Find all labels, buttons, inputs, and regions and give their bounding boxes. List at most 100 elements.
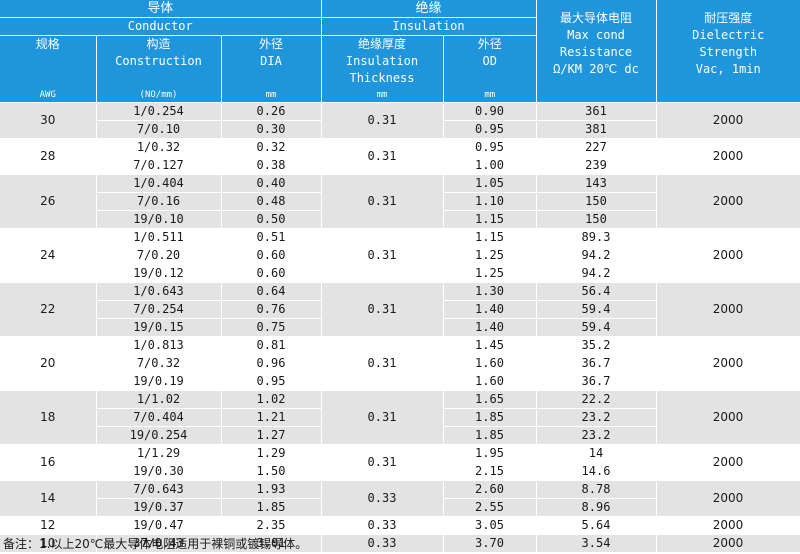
dia-cell: 0.95	[221, 372, 322, 391]
dielectric-strength-cell: 2000	[656, 444, 800, 481]
od-cell: 1.85	[443, 408, 537, 427]
construction-cell: 1/0.404	[96, 174, 222, 193]
dia-header: 外径 DIA mm	[221, 35, 322, 103]
dia-header-zh: 外径	[258, 37, 283, 51]
od-cell: 1.00	[443, 156, 537, 175]
insulation-thickness-cell: 0.33	[321, 480, 444, 517]
construction-cell: 7/0.32	[96, 354, 222, 373]
od-cell: 1.40	[443, 300, 537, 319]
insulation-thickness-cell: 0.33	[321, 534, 444, 553]
dia-cell: 0.81	[221, 336, 322, 355]
od-cell: 1.45	[443, 336, 537, 355]
dia-cell: 1.02	[221, 390, 322, 409]
od-cell: 1.15	[443, 210, 537, 229]
resistance-cell: 14.6	[536, 462, 657, 481]
od-cell: 0.95	[443, 120, 537, 139]
construction-cell: 19/0.19	[96, 372, 222, 391]
table-row: 7/0.10 0.30 0.95 381	[0, 120, 800, 139]
dielectric-strength-cell: 2000	[656, 336, 800, 391]
conductor-header-en: Conductor	[127, 19, 193, 33]
table-row: 19/0.30 1.50 2.15 14.6	[0, 462, 800, 481]
insulation-thickness-cell: 0.31	[321, 228, 444, 283]
dielectric-header-en3: Vac, 1min	[695, 62, 761, 76]
dia-cell: 1.27	[221, 426, 322, 445]
construction-cell: 7/0.404	[96, 408, 222, 427]
dielectric-header-zh: 耐压强度	[704, 11, 753, 25]
od-cell: 1.25	[443, 264, 537, 283]
dielectric-strength-cell: 2000	[656, 390, 800, 445]
od-cell: 1.05	[443, 174, 537, 193]
dia-cell: 1.21	[221, 408, 322, 427]
construction-cell: 1/1.29	[96, 444, 222, 463]
awg-cell: 12	[0, 516, 97, 535]
construction-cell: 19/0.47	[96, 516, 222, 535]
resistance-cell: 22.2	[536, 390, 657, 409]
od-cell: 3.05	[443, 516, 537, 535]
awg-cell: 30	[0, 102, 97, 139]
resistance-cell: 14	[536, 444, 657, 463]
thickness-header-en2: Thickness	[349, 71, 415, 85]
od-cell: 1.40	[443, 318, 537, 337]
resistance-cell: 381	[536, 120, 657, 139]
od-cell: 1.65	[443, 390, 537, 409]
construction-cell: 7/0.643	[96, 480, 222, 499]
insulation-header-en: Insulation	[392, 19, 465, 33]
table-row: 28 1/0.32 0.32 0.31 0.95 227 2000	[0, 138, 800, 175]
gauge-header-unit: AWG	[39, 90, 56, 100]
dia-cell: 0.38	[221, 156, 322, 175]
construction-header-unit: (NO/mm)	[139, 90, 178, 100]
resistance-cell: 36.7	[536, 354, 657, 373]
dielectric-strength-cell: 2000	[656, 282, 800, 337]
construction-header: 构造 Construction (NO/mm)	[96, 35, 222, 103]
table-row: 30 1/0.254 0.26 0.31 0.90 361 2000	[0, 102, 800, 139]
resistance-cell: 150	[536, 210, 657, 229]
dia-cell: 0.75	[221, 318, 322, 337]
insulation-thickness-cell: 0.31	[321, 282, 444, 337]
resistance-cell: 23.2	[536, 408, 657, 427]
gauge-header-zh: 规格	[35, 37, 60, 51]
table-row: 22 1/0.643 0.64 0.31 1.30 56.4 2000	[0, 282, 800, 337]
awg-cell: 28	[0, 138, 97, 175]
construction-cell: 19/0.30	[96, 462, 222, 481]
dia-cell: 0.76	[221, 300, 322, 319]
resistance-header-zh: 最大导体电阻	[559, 11, 632, 25]
dielectric-strength-cell: 2000	[656, 102, 800, 139]
resistance-cell: 36.7	[536, 372, 657, 391]
dielectric-header-en1: Dielectric	[692, 28, 765, 42]
dielectric-strength-cell: 2000	[656, 516, 800, 535]
dia-cell: 0.50	[221, 210, 322, 229]
awg-cell: 16	[0, 444, 97, 481]
table-row: 18 1/1.02 1.02 0.31 1.65 22.2 2000	[0, 390, 800, 445]
construction-cell: 19/0.12	[96, 264, 222, 283]
dielectric-strength-cell: 2000	[656, 228, 800, 283]
dia-cell: 0.60	[221, 264, 322, 283]
construction-header-en: Construction	[115, 54, 202, 68]
dia-cell: 1.85	[221, 498, 322, 517]
dia-cell: 0.48	[221, 192, 322, 211]
resistance-header-en1: Max cond	[567, 28, 625, 42]
resistance-cell: 59.4	[536, 300, 657, 319]
dia-header-en: DIA	[260, 54, 282, 68]
od-header: 外径 OD mm	[443, 35, 536, 103]
table-row: 7/0.404 1.21 1.85 23.2	[0, 408, 800, 427]
od-cell: 1.95	[443, 444, 537, 463]
od-header-zh: 外径	[477, 37, 502, 51]
resistance-cell: 5.64	[536, 516, 657, 535]
conductor-header-zh: 导体	[0, 0, 321, 18]
od-header-unit: mm	[484, 90, 496, 100]
dia-cell: 1.93	[221, 480, 322, 499]
resistance-cell: 8.96	[536, 498, 657, 517]
table-row: 14 7/0.643 1.93 0.33 2.60 8.78 2000	[0, 480, 800, 517]
construction-cell: 7/0.10	[96, 120, 222, 139]
table-row: 20 1/0.813 0.81 0.31 1.45 35.2 2000	[0, 336, 800, 391]
od-cell: 1.85	[443, 426, 537, 445]
construction-cell: 19/0.10	[96, 210, 222, 229]
thickness-header-unit: mm	[376, 90, 388, 100]
gauge-header: 规格 AWG	[0, 35, 97, 103]
table-row: 7/0.16 0.48 1.10 150	[0, 192, 800, 211]
footnote: 备注：1.以上20℃最大导体电阻适用于裸铜或镀锡导体。	[3, 537, 308, 551]
construction-cell: 1/0.254	[96, 102, 222, 121]
dielectric-header: 耐压强度 Dielectric Strength Vac, 1min	[656, 0, 800, 103]
table-row: 7/0.127 0.38 1.00 239	[0, 156, 800, 175]
awg-cell: 26	[0, 174, 97, 229]
